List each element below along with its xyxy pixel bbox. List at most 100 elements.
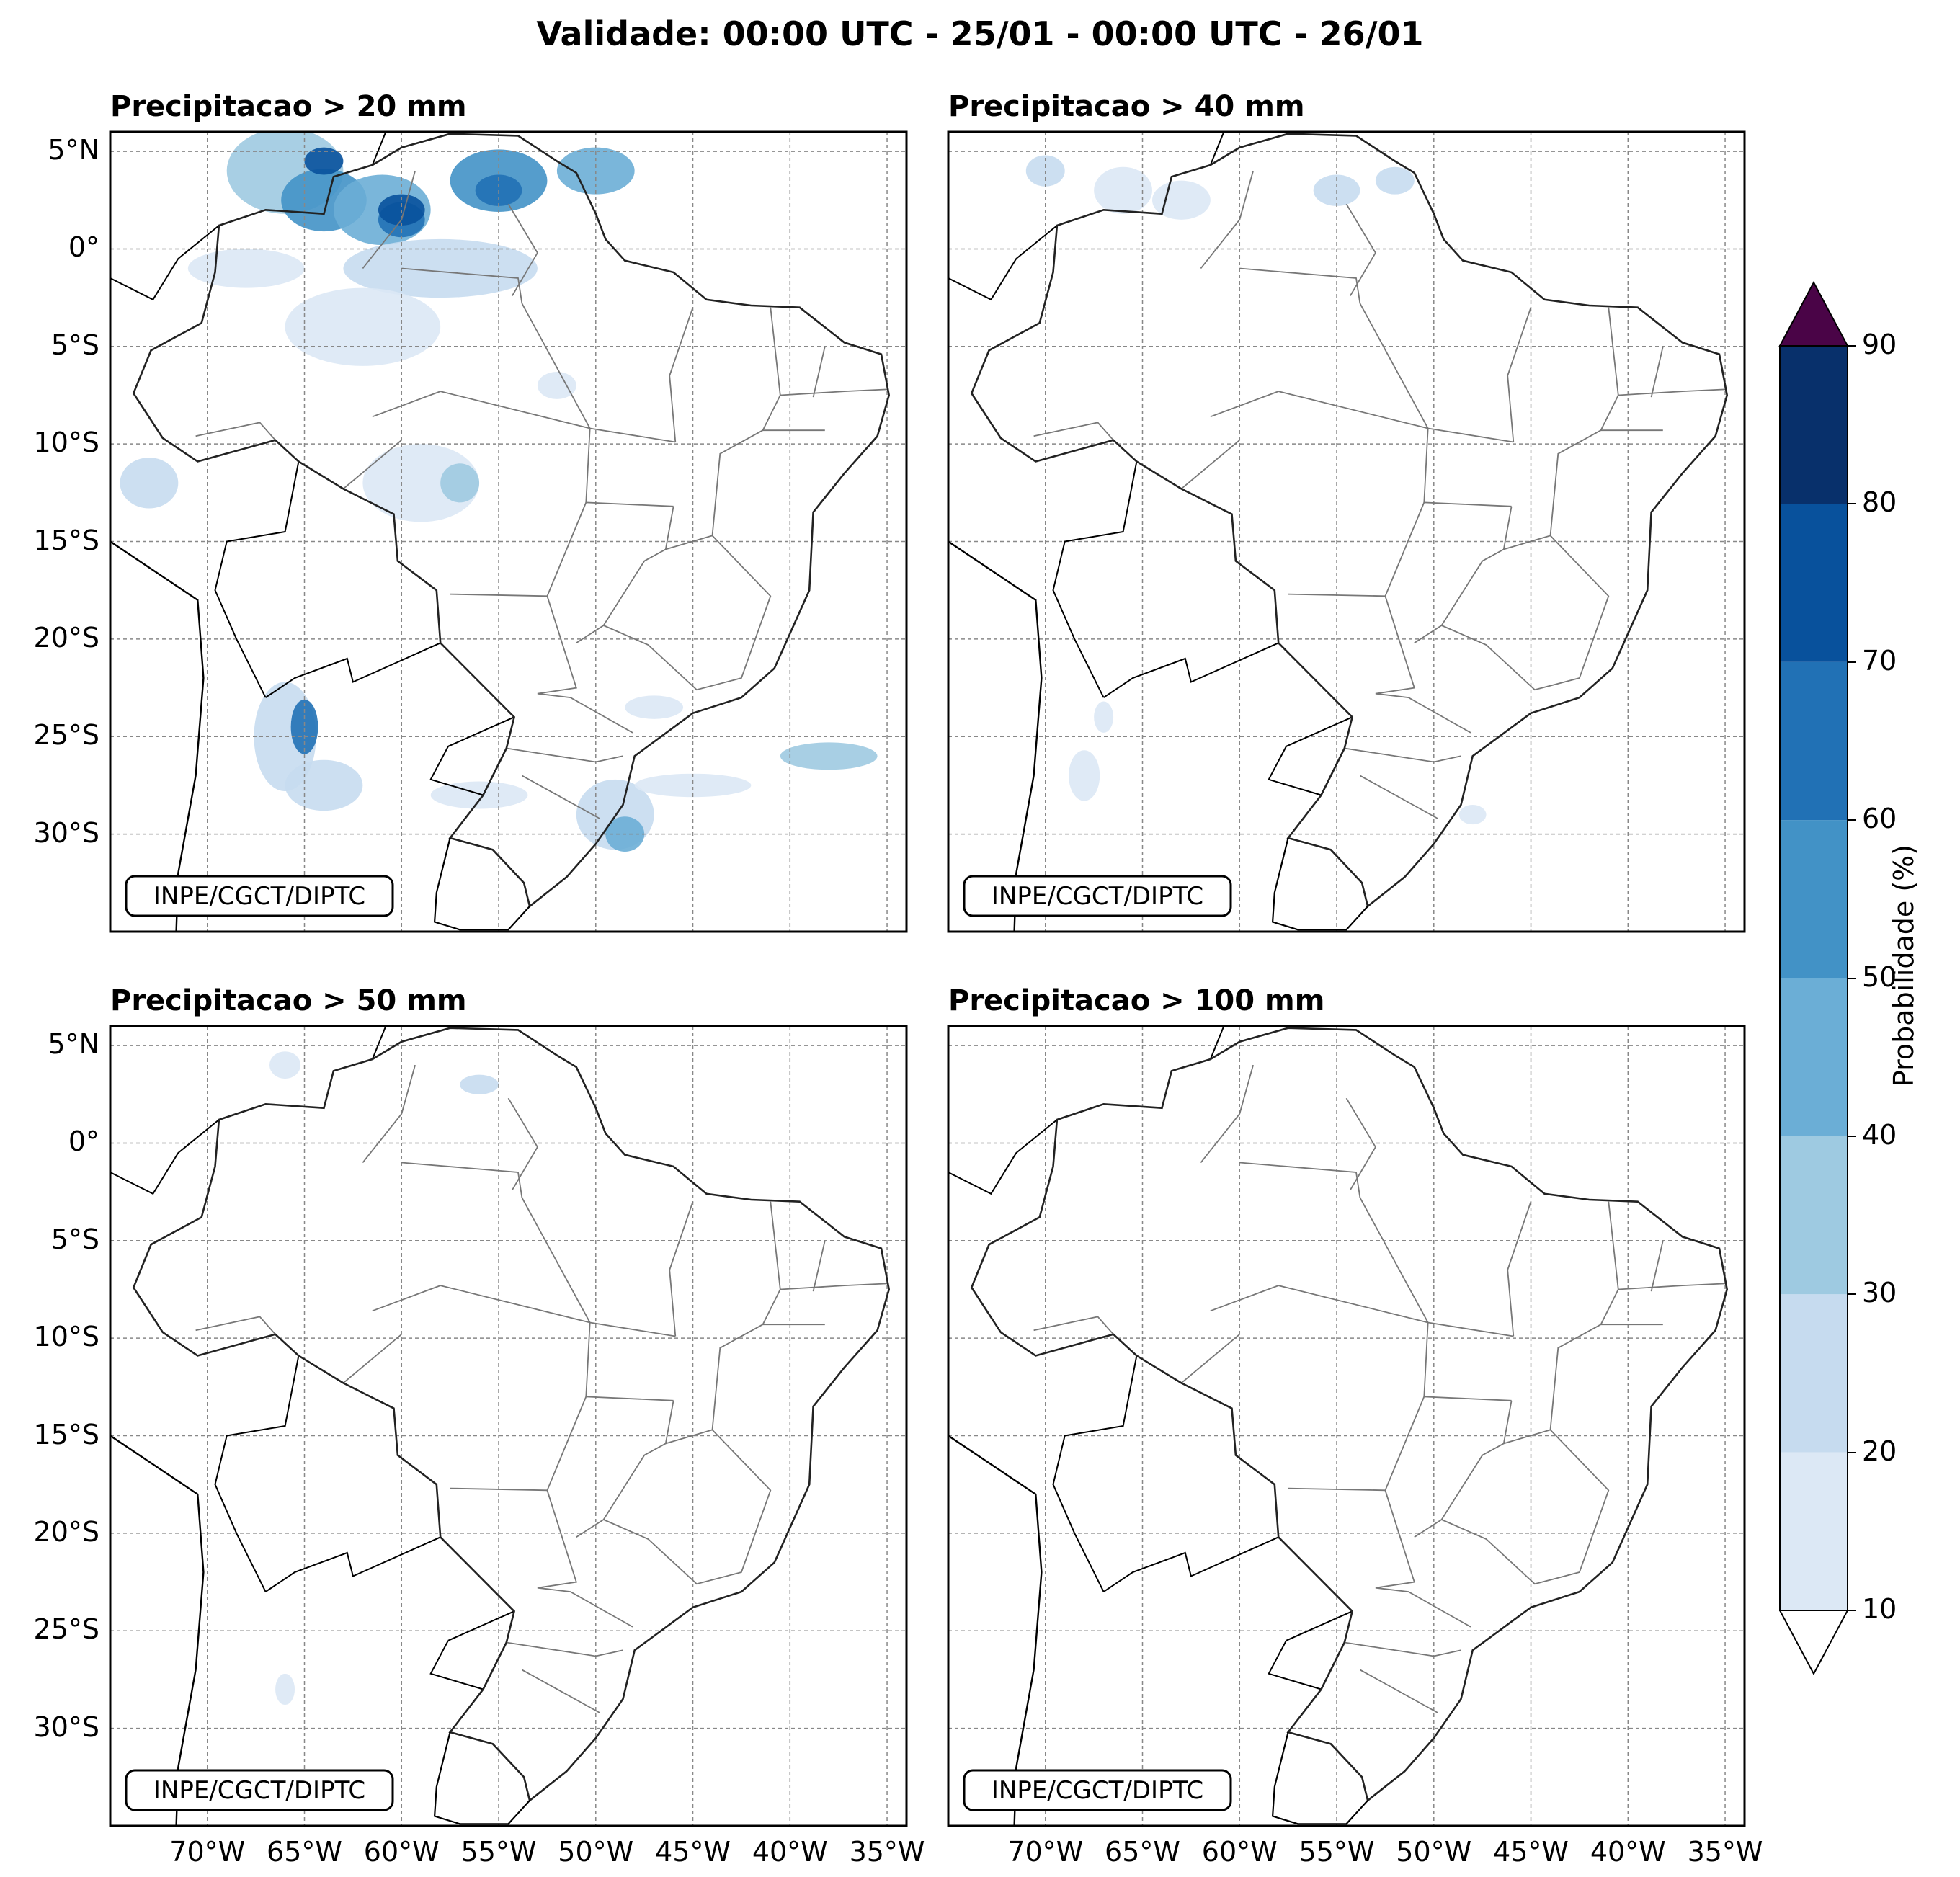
colorbar-segment [1780, 1452, 1848, 1610]
country-border [447, 716, 515, 747]
watermark-text: INPE/CGCT/DIPTC [153, 1776, 365, 1805]
colorbar-label: Probabilidade (%) [1888, 844, 1920, 1087]
rain-area [290, 699, 318, 754]
state-border [521, 1197, 674, 1401]
map-content [948, 1026, 1745, 1826]
rain-area [1458, 805, 1487, 825]
state-border [1033, 1316, 1114, 1335]
state-border [506, 747, 623, 763]
lon-tick-label: 45°W [655, 1836, 731, 1868]
colorbar-tick [1848, 1135, 1856, 1137]
country-border [1209, 132, 1225, 166]
coastline-west [110, 278, 205, 932]
lat-tick-label: 10°S [33, 427, 99, 459]
colorbar-segment [1780, 1136, 1848, 1295]
colorbar-tick [1848, 1293, 1856, 1296]
coastline-west [110, 1172, 205, 1826]
lon-tick-label: 65°W [1105, 1836, 1180, 1868]
map-content [948, 132, 1745, 932]
country-border [1103, 1536, 1279, 1592]
country-border [429, 746, 484, 796]
state-border [537, 596, 577, 695]
country-border [429, 1640, 484, 1690]
rain-area [285, 759, 363, 811]
country-border [110, 225, 220, 301]
lat-tick-label: 5°N [48, 134, 99, 166]
country-border [214, 461, 300, 698]
state-border [1618, 1283, 1726, 1290]
coastline-south [1271, 837, 1368, 931]
state-border [812, 1240, 826, 1292]
rain-area [537, 372, 576, 399]
country-border [214, 1355, 300, 1592]
state-border [1650, 346, 1664, 398]
state-border [711, 1324, 825, 1430]
colorbar-tick-label: 60 [1862, 803, 1897, 835]
watermark-box [125, 875, 394, 917]
lon-tick-label: 60°W [363, 1836, 440, 1868]
state-border [1345, 203, 1376, 296]
coastline-south [1271, 1731, 1368, 1825]
coastline-west [948, 278, 1043, 932]
lon-tick-label: 40°W [1590, 1836, 1666, 1868]
state-border [1200, 1064, 1254, 1164]
figure-title: Validade: 00:00 UTC - 25/01 - 00:00 UTC … [536, 14, 1424, 53]
country-border [1268, 746, 1322, 796]
panel-title-p100: Precipitacao > 100 mm [948, 984, 1325, 1017]
rain-area [270, 1051, 301, 1079]
state-border [1210, 1285, 1279, 1312]
country-border [265, 642, 441, 698]
map-content [110, 132, 906, 932]
country-border [1103, 642, 1279, 698]
state-border [812, 346, 826, 398]
rain-area [440, 463, 480, 503]
country-border [110, 1119, 220, 1195]
state-border [1600, 1201, 1619, 1325]
colorbar-tick [1848, 345, 1856, 347]
state-border [537, 1490, 577, 1589]
lon-tick-label: 40°W [752, 1836, 828, 1868]
state-border [195, 1316, 276, 1335]
watermark-text: INPE/CGCT/DIPTC [153, 882, 365, 911]
panel-frame [947, 1025, 1746, 1827]
rain-area [460, 1074, 499, 1094]
country-border [447, 1610, 515, 1641]
state-border [576, 506, 674, 644]
state-border [1618, 388, 1726, 396]
panel-title-p20: Precipitacao > 20 mm [110, 90, 467, 123]
rain-area [120, 458, 179, 509]
state-border [1414, 506, 1513, 644]
state-border [1441, 1429, 1610, 1585]
state-border [1359, 1197, 1512, 1401]
lat-tick-label: 30°S [33, 1711, 99, 1743]
rain-area [1094, 166, 1152, 214]
colorbar-extend-under [1778, 1610, 1849, 1676]
lon-tick-label: 55°W [1298, 1836, 1375, 1868]
state-border [1239, 1162, 1361, 1198]
panel-frame [947, 130, 1746, 933]
state-border [521, 1669, 600, 1713]
country-border [1286, 716, 1353, 747]
state-border [576, 1400, 674, 1538]
state-border [1200, 170, 1254, 269]
country-border [1286, 1610, 1353, 1641]
country-border [1268, 1640, 1322, 1690]
colorbar-segment [1780, 661, 1848, 821]
colorbar-segment [1780, 820, 1848, 978]
colorbar-tick-label: 90 [1862, 329, 1897, 360]
state-border [372, 1285, 441, 1312]
state-border [1549, 429, 1663, 536]
state-border [521, 303, 674, 507]
state-border [1180, 1334, 1240, 1384]
country-border [371, 1026, 387, 1060]
lat-tick-label: 20°S [33, 621, 99, 654]
state-border [1180, 440, 1240, 490]
state-border [1375, 596, 1415, 695]
state-border [603, 1429, 772, 1585]
brazil-outline [132, 1027, 891, 1803]
lon-tick-label: 70°W [1007, 1836, 1084, 1868]
state-border [450, 502, 587, 597]
state-border [1375, 1490, 1415, 1589]
state-border [1345, 1097, 1376, 1190]
state-border [1033, 422, 1114, 441]
